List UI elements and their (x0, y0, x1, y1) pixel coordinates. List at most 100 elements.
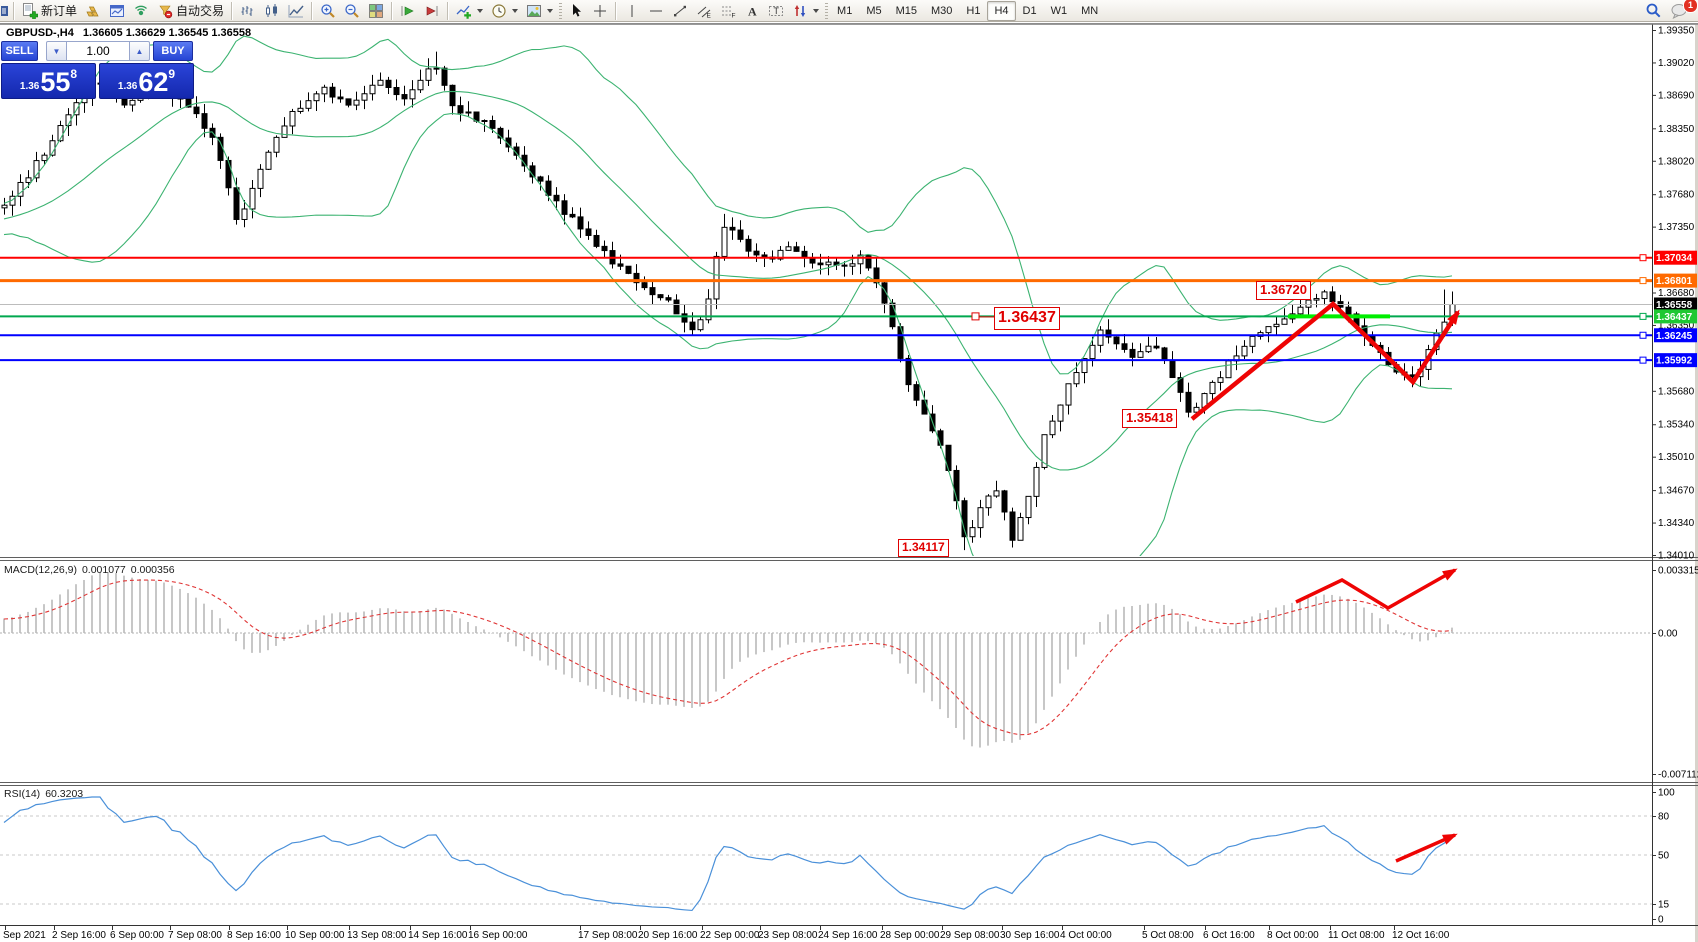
fibonacci-tool-button[interactable]: F (716, 1, 740, 21)
svg-text:E: E (707, 12, 712, 19)
price-annotation[interactable]: 1.36720 (1256, 281, 1311, 300)
line-handle[interactable] (1639, 312, 1647, 320)
date-axis-label: 6 Sep 00:00 (110, 930, 164, 941)
text-label-tool-button[interactable]: T (764, 1, 788, 21)
periods-button[interactable] (487, 1, 522, 21)
date-axis-label: 20 Sep 16:00 (638, 930, 698, 941)
toolbar-grip[interactable] (559, 2, 563, 19)
zoom-in-button[interactable] (316, 1, 340, 21)
text-tool-button[interactable]: A (740, 1, 764, 21)
dropdown-caret-icon (477, 8, 484, 13)
line-handle[interactable] (1639, 331, 1647, 339)
signal-icon (135, 5, 147, 15)
chart-shift-button[interactable] (420, 1, 444, 21)
line-handle[interactable] (1639, 356, 1647, 364)
buy-price-display[interactable]: 1.36 62 9 (99, 63, 194, 99)
price-tick-label: 1.37350 (1658, 222, 1695, 233)
axis-price-flag-label: 1.37034 (1656, 253, 1693, 264)
bar-chart-mode-button[interactable] (236, 1, 260, 21)
text-icon: A (748, 4, 757, 18)
volume-decrease-button[interactable]: ▼ (46, 41, 67, 61)
timeframe-D1[interactable]: D1 (1022, 4, 1037, 17)
rsi-indicator-label: RSI(14) 60.3203 (4, 788, 88, 800)
line-handle[interactable] (1639, 254, 1647, 262)
price-tick-label: 1.35340 (1658, 420, 1695, 431)
timeframe-H4[interactable]: H4 (987, 0, 1016, 21)
toolbar-separator (615, 1, 618, 20)
volume-increase-button[interactable]: ▲ (129, 41, 150, 61)
indicators-button[interactable] (452, 1, 487, 21)
auto-trading-label: 自动交易 (176, 4, 225, 18)
crosshair-tool-button[interactable] (588, 1, 612, 21)
horizontal-line-tool-button[interactable] (644, 1, 668, 21)
sell-button[interactable]: SELL (1, 41, 38, 61)
channel-tool-button[interactable]: E (692, 1, 716, 21)
trendline-icon (674, 5, 687, 16)
auto-trading-button[interactable]: 自动交易 (153, 1, 228, 21)
axis-price-flag-label: 1.36437 (1656, 312, 1693, 323)
candlestick-mode-button[interactable] (260, 1, 284, 21)
date-axis-label: 28 Sep 00:00 (880, 930, 940, 941)
timeframe-M1[interactable]: M1 (837, 4, 853, 17)
auto-scroll-button[interactable] (396, 1, 420, 21)
rsi-axis-label: 100 (1658, 788, 1675, 799)
price-tick-label: 1.35680 (1658, 386, 1695, 397)
dropdown-caret-icon (512, 8, 519, 13)
community-chat-button[interactable]: 1 (1666, 0, 1698, 21)
date-axis-label: 29 Sep 08:00 (940, 930, 1000, 941)
macd-axis-label: 0.003315 (1658, 566, 1698, 577)
macd-pane[interactable] (0, 568, 1652, 748)
price-annotation[interactable]: 1.34117 (898, 539, 949, 557)
price-annotation[interactable]: 1.35418 (1122, 409, 1177, 428)
arrows-tool-button[interactable] (788, 1, 823, 21)
svg-text:A: A (748, 4, 757, 18)
templates-button[interactable] (522, 1, 557, 21)
axis-price-flag (1654, 297, 1697, 312)
cursor-tool-button[interactable] (564, 1, 588, 21)
sell-price-display[interactable]: 1.36 55 8 (1, 63, 96, 99)
timeframe-MN[interactable]: MN (1081, 4, 1099, 17)
buy-button[interactable]: BUY (153, 41, 193, 61)
timeframe-M15[interactable]: M15 (895, 4, 917, 17)
timeframe-H1[interactable]: H1 (966, 4, 981, 17)
price-annotation[interactable]: 1.36437 (994, 307, 1060, 330)
annotation-anchor[interactable] (971, 312, 980, 321)
price-tick-label: 1.37680 (1658, 190, 1695, 201)
horizontal-line-icon (650, 10, 663, 11)
zoom-out-button[interactable] (340, 1, 364, 21)
tile-windows-button[interactable] (364, 1, 388, 21)
dropdown-caret-icon (547, 8, 554, 13)
price-tick-label: 1.35010 (1658, 452, 1695, 463)
rsi-name: RSI(14) (4, 788, 41, 800)
search-button[interactable] (1641, 1, 1666, 21)
data-window-button[interactable] (105, 1, 129, 21)
price-tick-label: 1.36680 (1658, 288, 1695, 299)
candlestick-icon (266, 3, 278, 17)
toolbar-grip[interactable] (825, 2, 829, 19)
line-handle[interactable] (1639, 277, 1647, 285)
line-chart-mode-button[interactable] (284, 1, 308, 21)
timeframe-M5[interactable]: M5 (866, 4, 882, 17)
timeframe-W1[interactable]: W1 (1050, 4, 1068, 17)
volume-input[interactable]: 1.00 (67, 41, 129, 61)
market-watch-button[interactable] (81, 1, 105, 21)
new-order-button[interactable]: 新订单 (18, 1, 81, 21)
axis-price-flag (1654, 250, 1697, 265)
signals-button[interactable] (129, 1, 153, 21)
timeframe-M30[interactable]: M30 (931, 4, 953, 17)
tile-windows-icon (369, 3, 383, 18)
trend-arrowhead[interactable] (1447, 309, 1460, 325)
axis-price-flag-label: 1.36801 (1656, 276, 1693, 287)
template-image-icon (527, 4, 542, 17)
new-order-label: 新订单 (41, 4, 78, 18)
trendline-tool-button[interactable] (668, 1, 692, 21)
macd-value-signal: 0.000356 (130, 564, 175, 576)
date-axis-label: 22 Sep 00:00 (700, 930, 760, 941)
main-pane[interactable] (0, 35, 1652, 609)
trend-arrowhead[interactable] (1442, 833, 1458, 845)
vertical-line-tool-button[interactable] (620, 1, 644, 21)
rsi-axis-label: 80 (1658, 812, 1670, 823)
rsi-pane[interactable] (0, 796, 1652, 912)
trend-arrowhead[interactable] (1442, 568, 1458, 581)
